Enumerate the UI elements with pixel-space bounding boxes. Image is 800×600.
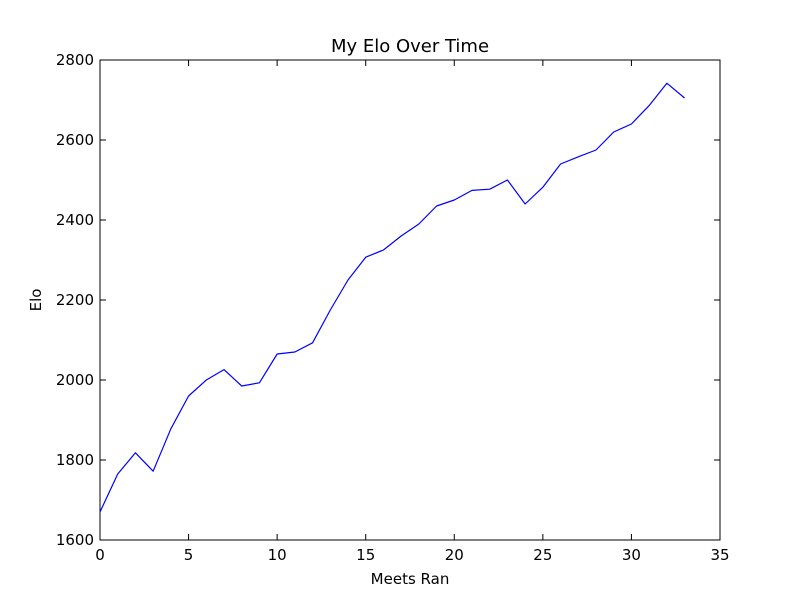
y-axis-ticks: 1600 1800 2000 2200 2400 2600 2800 [56, 51, 720, 549]
x-tick-label: 0 [95, 546, 105, 564]
plot-area [99, 59, 721, 541]
series-layer [99, 82, 685, 513]
x-tick-label: 5 [184, 546, 194, 564]
series-line [99, 82, 685, 513]
x-tick-label: 35 [710, 546, 729, 564]
x-axis-label: Meets Ran [371, 570, 450, 588]
x-tick-label: 10 [268, 546, 287, 564]
y-tick-label: 2000 [56, 371, 94, 389]
x-tick-label: 15 [356, 546, 375, 564]
y-axis-label: Elo [27, 289, 45, 312]
chart-title: My Elo Over Time [331, 36, 489, 57]
y-tick-label: 2800 [56, 51, 94, 69]
x-tick-label: 20 [445, 546, 464, 564]
x-tick-label: 30 [622, 546, 641, 564]
x-tick-label: 25 [533, 546, 552, 564]
y-tick-label: 2600 [56, 131, 94, 149]
y-tick-label: 1800 [56, 451, 94, 469]
y-tick-label: 1600 [56, 531, 94, 549]
y-tick-label: 2400 [56, 211, 94, 229]
y-tick-label: 2200 [56, 291, 94, 309]
x-axis-ticks: 0 5 10 15 20 25 30 35 [95, 60, 730, 564]
